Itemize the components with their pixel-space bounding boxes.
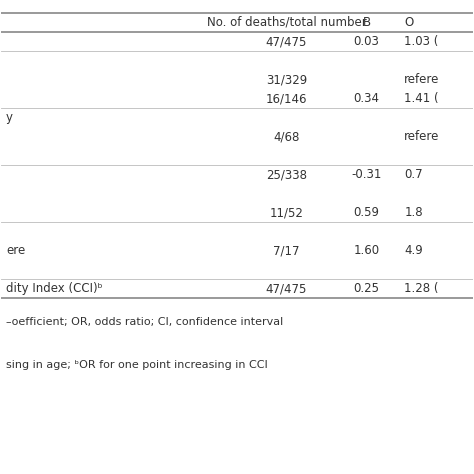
Text: 25/338: 25/338 — [266, 168, 307, 181]
Text: 0.25: 0.25 — [354, 282, 380, 295]
Text: 31/329: 31/329 — [266, 73, 307, 86]
Text: 47/475: 47/475 — [266, 282, 307, 295]
Text: y: y — [6, 111, 13, 124]
Text: 1.28 (: 1.28 ( — [404, 282, 439, 295]
Text: 1.8: 1.8 — [404, 206, 423, 219]
Text: 11/52: 11/52 — [270, 206, 303, 219]
Text: ere: ere — [6, 244, 25, 257]
Text: refere: refere — [404, 73, 440, 86]
Text: dity Index (CCI)ᵇ: dity Index (CCI)ᵇ — [6, 282, 103, 295]
Text: 4.9: 4.9 — [404, 244, 423, 257]
Text: 0.34: 0.34 — [354, 92, 380, 105]
Text: 1.03 (: 1.03 ( — [404, 35, 438, 48]
Text: 0.59: 0.59 — [354, 206, 380, 219]
Text: refere: refere — [404, 130, 440, 143]
Text: sing in age; ᵇOR for one point increasing in CCI: sing in age; ᵇOR for one point increasin… — [6, 359, 268, 370]
Text: B: B — [363, 16, 371, 28]
Text: O: O — [404, 16, 413, 28]
Text: 1.60: 1.60 — [354, 244, 380, 257]
Text: 4/68: 4/68 — [273, 130, 300, 143]
Text: –oefficient; OR, odds ratio; CI, confidence interval: –oefficient; OR, odds ratio; CI, confide… — [6, 317, 283, 327]
Text: 0.03: 0.03 — [354, 35, 380, 48]
Text: 16/146: 16/146 — [266, 92, 307, 105]
Text: No. of deaths/total number: No. of deaths/total number — [207, 16, 366, 28]
Text: 7/17: 7/17 — [273, 244, 300, 257]
Text: -0.31: -0.31 — [351, 168, 382, 181]
Text: 0.7: 0.7 — [404, 168, 423, 181]
Text: 47/475: 47/475 — [266, 35, 307, 48]
Text: 1.41 (: 1.41 ( — [404, 92, 439, 105]
